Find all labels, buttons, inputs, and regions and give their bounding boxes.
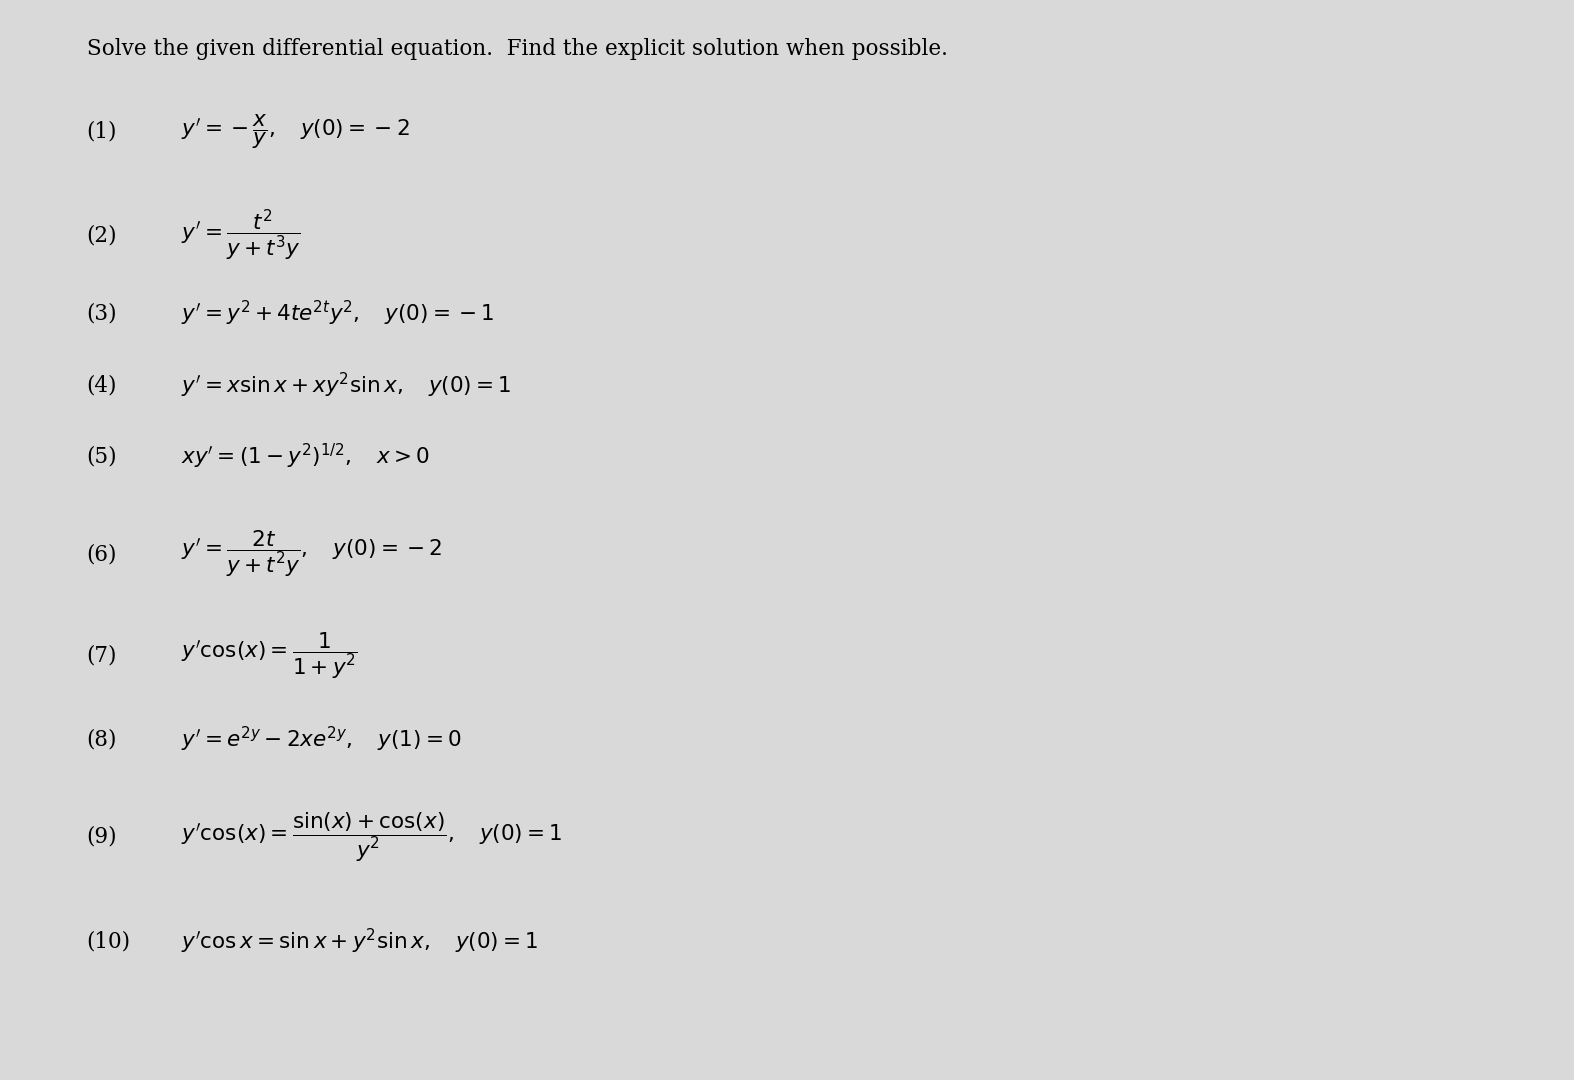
Text: (8): (8) bbox=[87, 729, 116, 751]
Text: (9): (9) bbox=[87, 826, 116, 848]
Text: $y' = e^{2y} - 2xe^{2y}, \quad y(1) = 0$: $y' = e^{2y} - 2xe^{2y}, \quad y(1) = 0$ bbox=[181, 725, 461, 755]
Text: (5): (5) bbox=[87, 446, 116, 468]
Text: $y'\cos x = \sin x + y^2 \sin x, \quad y(0) = 1$: $y'\cos x = \sin x + y^2 \sin x, \quad y… bbox=[181, 927, 538, 957]
Text: $xy' = (1 - y^2)^{1/2}, \quad x > 0$: $xy' = (1 - y^2)^{1/2}, \quad x > 0$ bbox=[181, 442, 430, 472]
Text: (2): (2) bbox=[87, 225, 116, 246]
Text: (3): (3) bbox=[87, 302, 116, 324]
Text: $y'\cos(x) = \dfrac{1}{1 + y^2}$: $y'\cos(x) = \dfrac{1}{1 + y^2}$ bbox=[181, 631, 357, 680]
Text: (6): (6) bbox=[87, 543, 116, 565]
Text: $y' = \dfrac{t^2}{y + t^3y}$: $y' = \dfrac{t^2}{y + t^3y}$ bbox=[181, 207, 301, 264]
Text: Solve the given differential equation.  Find the explicit solution when possible: Solve the given differential equation. F… bbox=[87, 38, 948, 59]
Text: (7): (7) bbox=[87, 645, 116, 666]
Text: $y' = y^2 + 4te^{2t}y^2, \quad y(0) = -1$: $y' = y^2 + 4te^{2t}y^2, \quad y(0) = -1… bbox=[181, 298, 494, 328]
Text: (4): (4) bbox=[87, 375, 116, 396]
Text: (1): (1) bbox=[87, 121, 116, 143]
Text: $y' = -\dfrac{x}{y}, \quad y(0) = -2$: $y' = -\dfrac{x}{y}, \quad y(0) = -2$ bbox=[181, 112, 409, 151]
Text: $y'\cos(x) = \dfrac{\sin(x) + \cos(x)}{y^2}, \quad y(0) = 1$: $y'\cos(x) = \dfrac{\sin(x) + \cos(x)}{y… bbox=[181, 810, 562, 864]
Text: $y' = x\sin x + xy^2 \sin x, \quad y(0) = 1$: $y' = x\sin x + xy^2 \sin x, \quad y(0) … bbox=[181, 370, 512, 401]
Text: (10): (10) bbox=[87, 931, 131, 953]
Text: $y' = \dfrac{2t}{y + t^2y}, \quad y(0) = -2$: $y' = \dfrac{2t}{y + t^2y}, \quad y(0) =… bbox=[181, 529, 442, 579]
